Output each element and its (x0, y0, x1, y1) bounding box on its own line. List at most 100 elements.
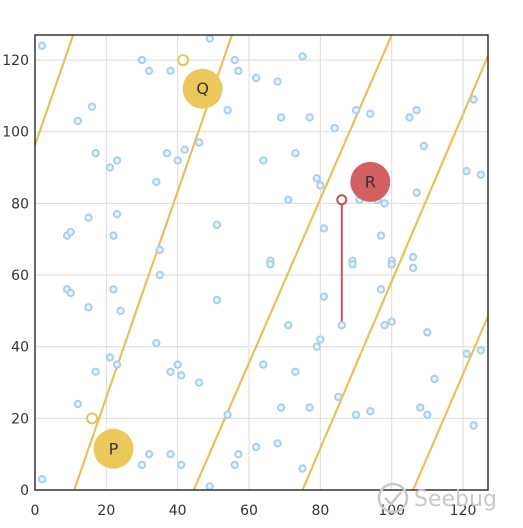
data-point (234, 449, 243, 459)
data-point (380, 320, 389, 330)
watermark-logo-icon (377, 482, 409, 514)
data-point (316, 181, 325, 190)
data-point (348, 260, 357, 269)
y-tick-label: 0 (20, 483, 29, 499)
x-tick-label: 0 (31, 503, 40, 519)
data-point (37, 475, 47, 484)
y-tick-label: 60 (11, 268, 29, 284)
data-point (194, 378, 204, 387)
data-point (177, 371, 186, 380)
labeled-point-text-r: R (365, 172, 376, 191)
data-point (316, 335, 325, 344)
data-point (155, 245, 165, 255)
data-point (351, 106, 361, 115)
segment-end-marker (337, 320, 346, 330)
data-point (173, 156, 182, 165)
data-point (230, 460, 239, 470)
y-tick-label: 120 (2, 53, 29, 69)
data-point (319, 292, 329, 301)
data-point (330, 123, 339, 133)
data-point (380, 199, 389, 208)
x-tick-label: 60 (240, 503, 258, 519)
data-point (109, 285, 118, 294)
data-point (37, 41, 47, 50)
data-point (144, 449, 154, 459)
data-point (205, 34, 214, 43)
data-point (116, 306, 125, 316)
segment-layer (336, 194, 348, 330)
labeled-point-p (93, 428, 134, 469)
data-point (408, 252, 418, 262)
data-point (476, 170, 486, 179)
data-point (276, 113, 286, 122)
labeled-points: Q R P (93, 68, 391, 469)
diagonal-line (412, 313, 488, 490)
open-marker (177, 54, 190, 67)
data-point (319, 224, 329, 233)
diagonal-line (35, 35, 75, 149)
data-point (284, 195, 293, 205)
y-tick-label: 20 (11, 411, 29, 427)
y-tick-label: 40 (11, 340, 29, 356)
data-point (408, 263, 418, 273)
data-point (366, 109, 375, 119)
diagonal-line (301, 53, 488, 490)
data-point (162, 149, 172, 158)
data-point (387, 260, 396, 269)
data-point (155, 270, 165, 280)
data-point (462, 166, 471, 176)
data-point (73, 116, 83, 126)
segment-start-marker (336, 194, 348, 206)
data-point (152, 177, 161, 187)
data-point (212, 295, 222, 305)
data-point (109, 231, 118, 240)
data-point (173, 360, 182, 369)
data-point (469, 95, 478, 104)
data-point (366, 406, 375, 416)
x-tick-label: 80 (311, 503, 329, 519)
data-point (376, 231, 386, 240)
data-point (230, 55, 239, 65)
data-point (312, 174, 321, 183)
watermark-text: Seebug (414, 487, 497, 512)
data-point (194, 138, 204, 147)
data-point (205, 482, 214, 491)
data-point (423, 410, 432, 419)
data-point (430, 374, 439, 384)
data-point (73, 399, 83, 409)
data-point (305, 113, 314, 122)
data-point (469, 421, 478, 430)
data-point (105, 353, 115, 362)
data-point (212, 220, 222, 230)
data-point (137, 460, 147, 470)
data-point (84, 213, 93, 222)
data-point (419, 141, 428, 151)
data-point (273, 77, 282, 86)
data-point (112, 209, 122, 219)
data-point (112, 360, 122, 369)
data-point (166, 66, 175, 76)
data-point (376, 285, 386, 294)
open-markers (86, 54, 190, 425)
x-tick-label: 120 (450, 503, 477, 519)
data-point (387, 317, 396, 326)
data-point (112, 156, 122, 165)
data-point (105, 163, 115, 172)
data-point (259, 156, 268, 165)
data-point (251, 73, 261, 83)
data-point (177, 460, 186, 470)
grid-layer (34, 35, 488, 491)
data-point (144, 66, 154, 76)
data-point (166, 449, 175, 459)
watermark-check-icon (384, 491, 402, 506)
data-point (273, 439, 282, 448)
data-point (137, 55, 147, 65)
open-marker (86, 412, 99, 425)
diagonal-line (73, 35, 233, 490)
labeled-point-text-p: P (109, 439, 119, 458)
y-tick-label: 100 (2, 125, 29, 141)
data-point (412, 188, 421, 197)
